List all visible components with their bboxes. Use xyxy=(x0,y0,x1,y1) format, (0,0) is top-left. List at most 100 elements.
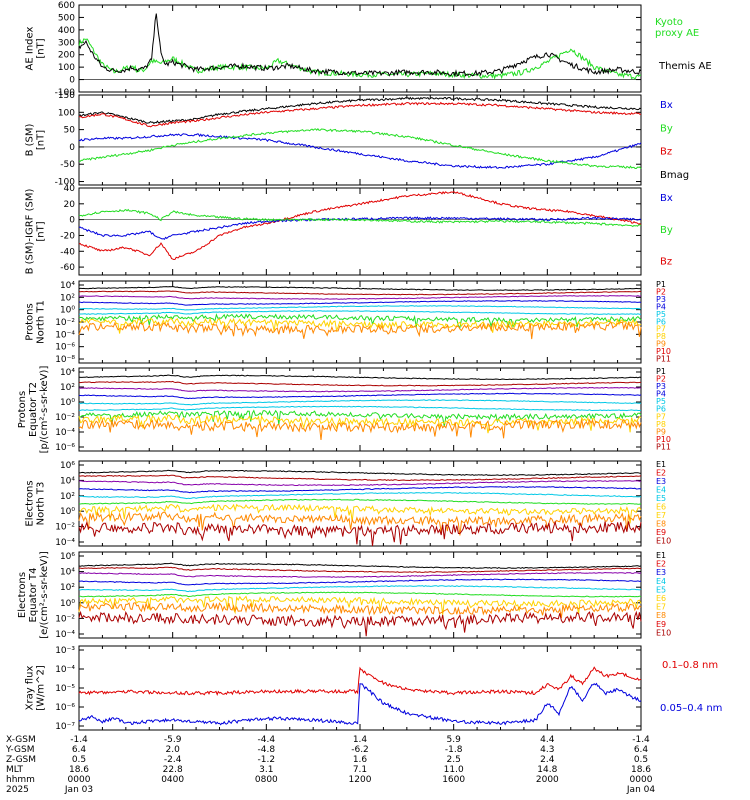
y-tick-label: 10⁻⁸ xyxy=(55,355,75,365)
orbit-value: 6.4 xyxy=(72,745,87,755)
y-tick-label: 10⁶ xyxy=(60,552,75,562)
series-line xyxy=(78,38,642,80)
legend-entry: By xyxy=(660,123,673,134)
legend-entry: 0.1–0.8 nm xyxy=(662,660,718,671)
y-tick-label: 10² xyxy=(60,492,75,502)
series-line xyxy=(78,133,642,169)
orbit-value: 1600 xyxy=(442,775,465,785)
panel-4: 10⁴ 10² 10⁰ 10⁻² 10⁻⁴ 10⁻⁶ Protons Equator T2 [p… xyxy=(17,366,671,454)
y-tick-label: 10⁶ xyxy=(60,461,75,471)
orbit-value: 1.4 xyxy=(353,735,368,745)
orbit-value: 22.8 xyxy=(163,765,183,775)
legend-entry: P6 xyxy=(656,405,666,414)
y-tick-label: 300 xyxy=(58,38,75,48)
channel-line xyxy=(78,578,642,586)
y-tick-label: 10⁻² xyxy=(55,413,75,423)
y-tick-label: 10² xyxy=(60,583,75,593)
legend-entry: Bmag xyxy=(660,170,689,181)
legend-entry: Bz xyxy=(660,147,672,158)
channel-line xyxy=(78,520,642,547)
orbit-value: Jan 04 xyxy=(626,785,655,795)
channel-line xyxy=(78,562,642,569)
y-tick-label: 10⁰ xyxy=(60,599,75,609)
orbit-value: 2.4 xyxy=(540,755,555,765)
legend-entry: P5 xyxy=(656,397,666,406)
channel-line xyxy=(78,285,642,291)
y-tick-label: 0 xyxy=(69,76,75,86)
orbit-row-label: 2025 xyxy=(6,785,29,795)
orbit-value: 0000 xyxy=(68,775,91,785)
legend-entry: E3 xyxy=(656,568,666,577)
channel-line xyxy=(78,386,642,393)
orbit-value: -4.8 xyxy=(258,745,276,755)
legend-entry: 0.05–0.4 nm xyxy=(660,703,722,714)
orbit-value: 7.1 xyxy=(353,765,367,775)
orbit-value: -2.4 xyxy=(164,755,182,765)
panel-frame xyxy=(78,94,642,186)
y-tick-label: 10⁻⁴ xyxy=(55,330,75,340)
legend-entry: E5 xyxy=(656,494,666,503)
legend-entry: P7 xyxy=(656,412,666,421)
y-tick-label: -100 xyxy=(55,178,76,188)
legend-entry: P9 xyxy=(656,427,666,436)
legend: Bx By Bz xyxy=(660,193,673,268)
y-axis-label: B (SM)-IGRF (SM) xyxy=(25,189,36,275)
y-axis-label: Protons xyxy=(25,303,36,340)
channel-line xyxy=(78,474,642,482)
legend-entry: proxy AE xyxy=(655,28,699,39)
y-axis-label: Equator T4 xyxy=(28,568,39,623)
legend-entry: P4 xyxy=(656,302,666,311)
channel-line xyxy=(78,290,642,296)
legend-entry: E8 xyxy=(656,611,666,620)
orbit-value: -1.2 xyxy=(258,755,276,765)
panel-3: 10⁴ 10² 10⁰ 10⁻² 10⁻⁴ 10⁻⁶ 10⁻⁸ Protons North T1… xyxy=(25,280,672,365)
y-tick-label: 150 xyxy=(58,91,75,101)
orbit-value: 3.1 xyxy=(259,765,273,775)
channel-line xyxy=(78,300,642,306)
series-line xyxy=(78,96,642,125)
legend-entry: E5 xyxy=(656,585,666,594)
legend-entry: E6 xyxy=(656,594,666,603)
legend-entry: Bx xyxy=(660,100,673,111)
orbit-value: 0800 xyxy=(255,775,278,785)
channel-line xyxy=(78,591,642,598)
legend-entry: E4 xyxy=(656,486,666,495)
panel-6: 10⁶ 10⁴ 10² 10⁰ 10⁻² 10⁻⁴ Electrons Equator T4[… xyxy=(17,551,671,640)
y-axis-label: Electrons xyxy=(17,572,28,618)
orbit-value: 1.6 xyxy=(353,755,368,765)
y-tick-label: 400 xyxy=(58,26,75,36)
legend-entry: P1 xyxy=(656,367,666,376)
y-axis-label: Electrons xyxy=(25,480,36,526)
legend-entry: E1 xyxy=(656,551,666,560)
legend-entry: Kyoto xyxy=(655,17,683,28)
y-axis-label: [nT] xyxy=(36,130,47,150)
y-tick-label: 100 xyxy=(58,108,75,118)
channel-line xyxy=(78,294,642,300)
orbit-value: 2.0 xyxy=(166,745,181,755)
y-tick-label: 10⁴ xyxy=(60,568,75,578)
y-tick-label: -40 xyxy=(60,247,75,257)
y-tick-label: 10⁻⁴ xyxy=(55,428,75,438)
y-tick-label: 100 xyxy=(58,63,75,73)
channel-line xyxy=(78,418,642,441)
orbit-value: 0.5 xyxy=(72,755,86,765)
panel-frame xyxy=(78,187,642,276)
legend-entry: E7 xyxy=(656,511,666,520)
y-tick-label: 10⁻² xyxy=(55,318,75,328)
y-axis-label: [nT] xyxy=(36,38,47,58)
orbit-value: 2000 xyxy=(536,775,559,785)
y-tick-label: 10⁴ xyxy=(60,368,75,378)
channel-line xyxy=(78,601,642,619)
y-tick-label: 10⁻² xyxy=(55,614,75,624)
y-tick-label: 10⁻² xyxy=(55,523,75,533)
y-tick-label: 10⁻³ xyxy=(55,646,75,656)
orbit-value: 4.3 xyxy=(540,745,554,755)
y-axis-label: [W/m^2] xyxy=(36,665,47,711)
y-axis-label: North T3 xyxy=(36,482,47,526)
legend-entry: Bx xyxy=(660,193,673,204)
series-line xyxy=(78,682,642,726)
orbit-value: 11.0 xyxy=(444,765,464,775)
y-axis-label: [e/(cm²-s-sr-keV)] xyxy=(39,551,50,639)
y-tick-label: 10⁻⁴ xyxy=(55,630,75,640)
orbit-value: 4.4 xyxy=(540,735,555,745)
